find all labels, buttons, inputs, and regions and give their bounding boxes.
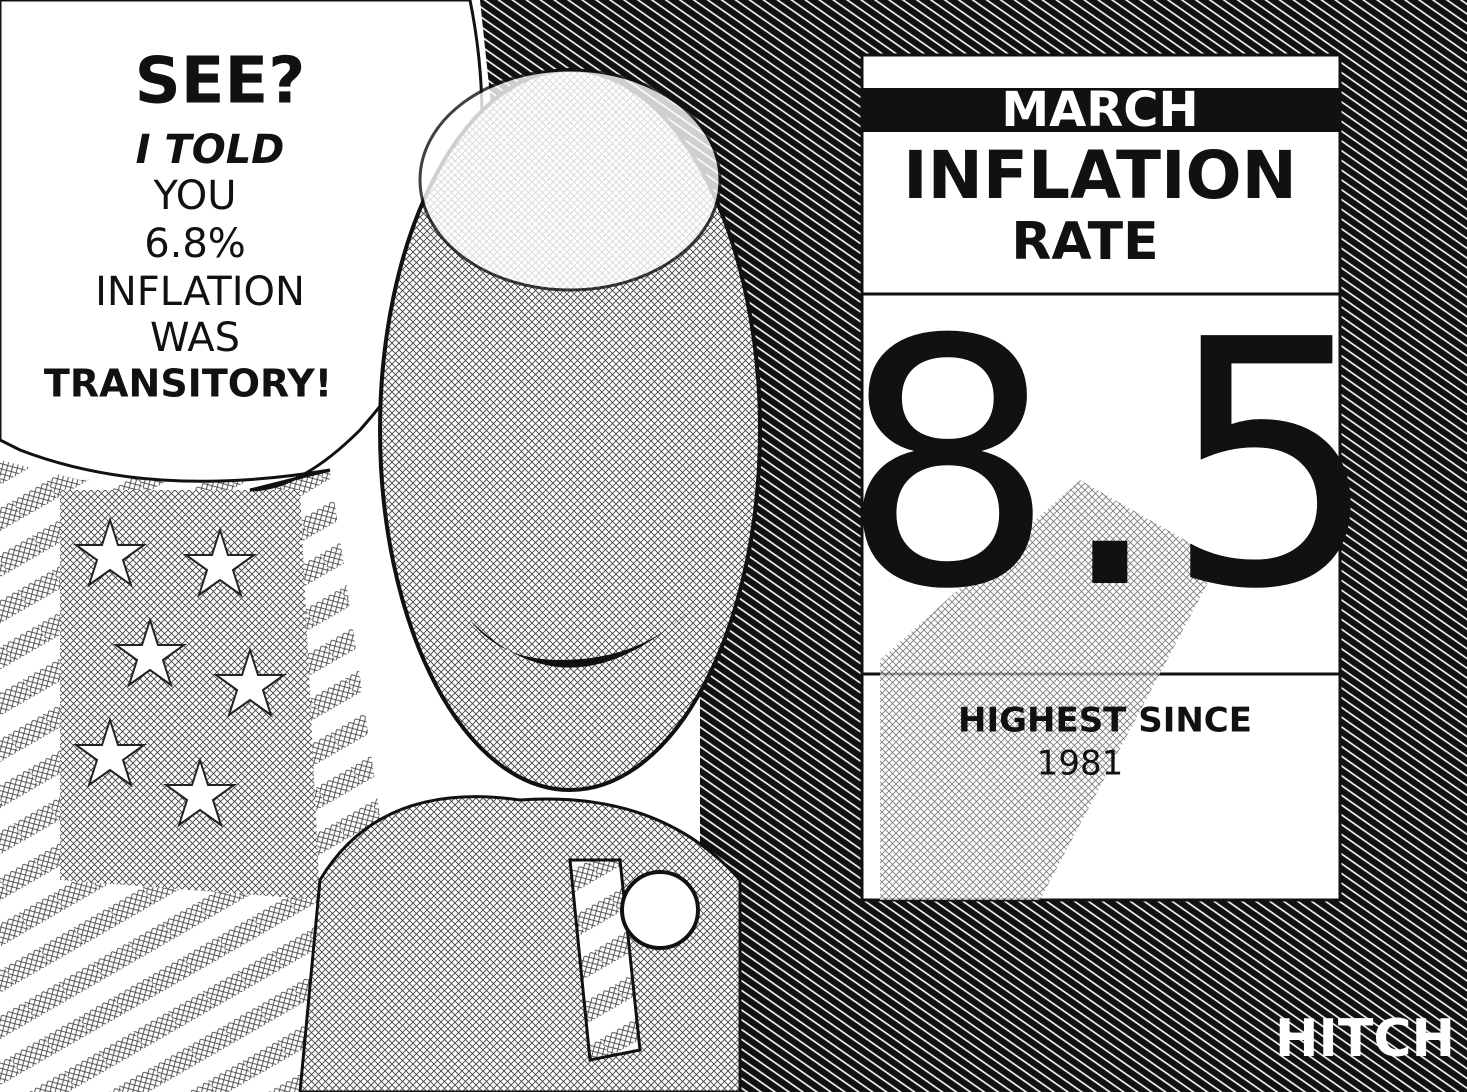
page: SEE? I TOLD YOU 6.8% INFLATION WAS TRANS… [0,0,1467,1092]
cartoon: SEE? I TOLD YOU 6.8% INFLATION WAS TRANS… [0,0,1467,1092]
sign-footer: HIGHEST SINCE [958,701,1252,741]
bubble-line: I TOLD [136,127,285,173]
signature: HITCH [1275,1009,1455,1069]
bubble-line: YOU [152,173,236,219]
sign-footer: 1981 [1037,744,1124,784]
bubble-line: INFLATION [95,269,305,315]
sign-header: MARCH [1001,82,1198,138]
sign-title: RATE [1011,212,1158,272]
bubble-line: WAS [150,315,240,361]
sign-value: 8.5 [840,268,1381,664]
bubble-line: TRANSITORY! [44,362,332,406]
sign-title: INFLATION [903,137,1297,214]
bubble-line: 6.8% [144,221,246,267]
bubble-line: SEE? [135,45,306,119]
